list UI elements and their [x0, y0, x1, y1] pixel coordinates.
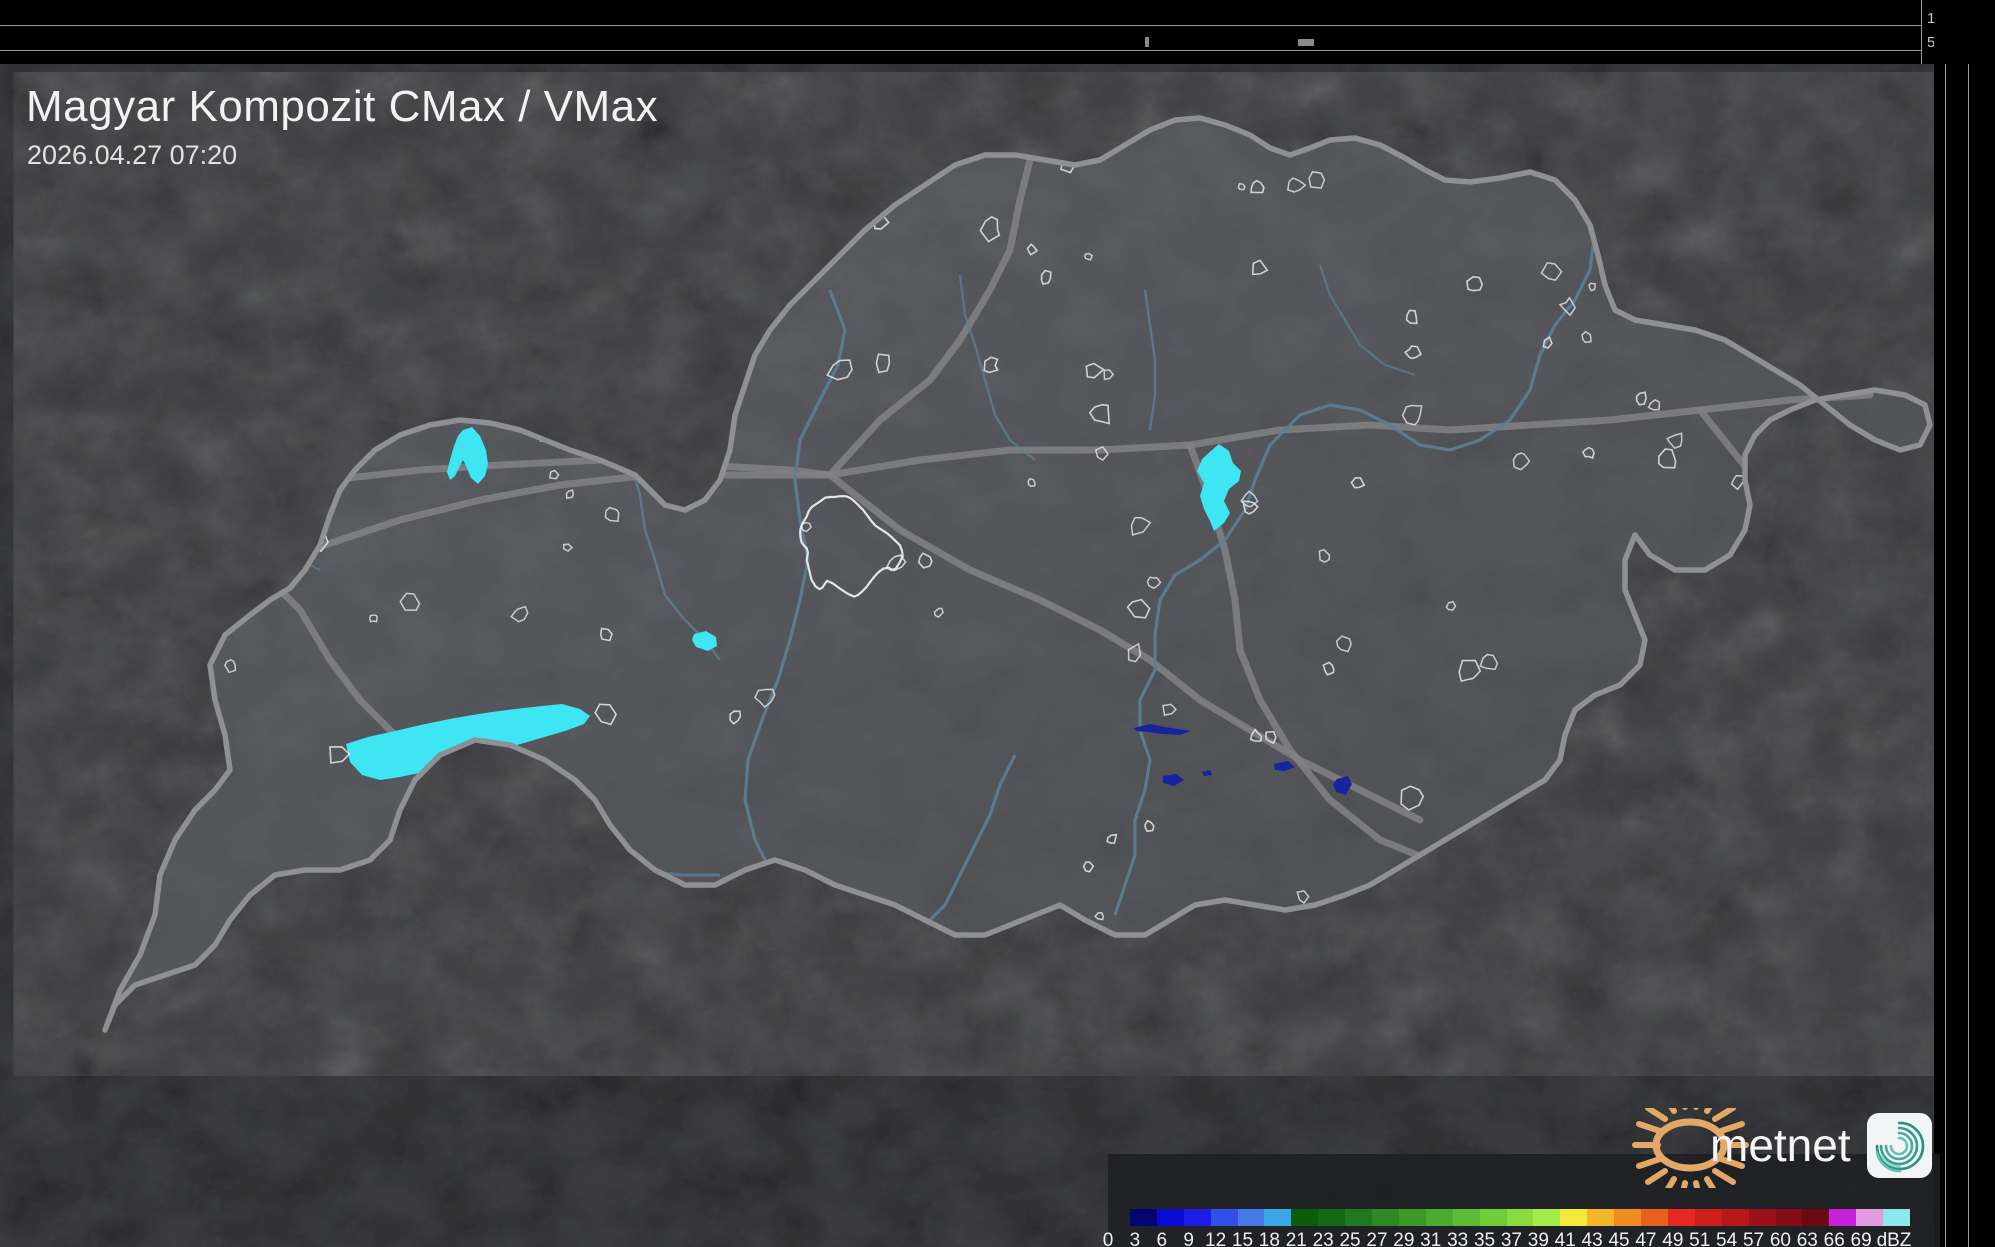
svg-text:metnet: metnet: [1710, 1119, 1851, 1171]
